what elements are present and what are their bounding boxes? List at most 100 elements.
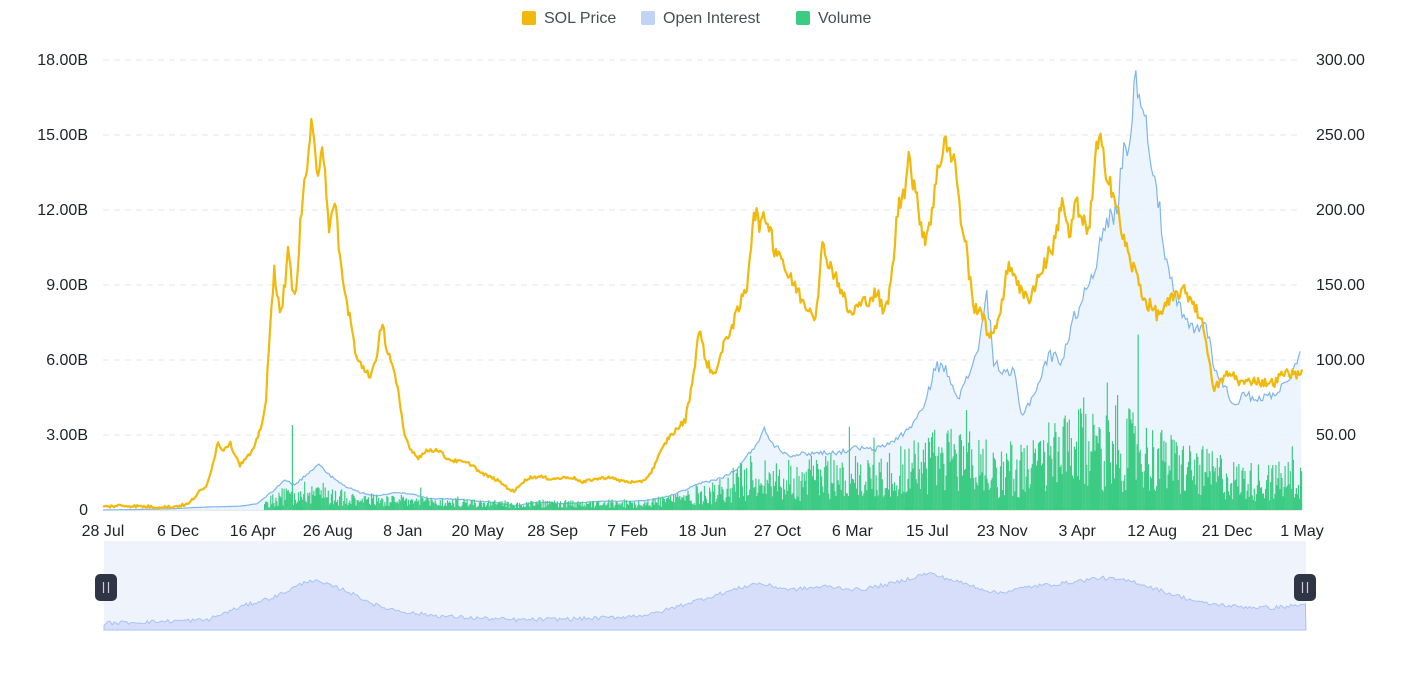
volume-bar (877, 495, 879, 510)
volume-bar (453, 503, 455, 510)
volume-bar (367, 497, 369, 510)
volume-bar (407, 499, 410, 510)
volume-bar (291, 425, 293, 510)
volume-bar (1113, 478, 1116, 510)
volume-bar (661, 496, 663, 510)
volume-bar (287, 489, 289, 510)
volume-bar (1080, 408, 1082, 510)
volume-bar (897, 496, 899, 510)
volume-bar (1102, 491, 1104, 510)
volume-bar (1207, 477, 1209, 510)
volume-bar (1284, 466, 1286, 510)
volume-bar (960, 440, 962, 510)
volume-bar (747, 495, 749, 510)
volume-bar (439, 500, 441, 510)
volume-bar (756, 496, 758, 510)
volume-bar (1124, 474, 1126, 510)
volume-bar (1091, 451, 1093, 510)
range-navigator[interactable] (95, 541, 1316, 631)
volume-bar (344, 491, 346, 510)
navigator-handle-right[interactable] (1294, 574, 1316, 601)
volume-bar (820, 469, 822, 510)
volume-bar (1061, 474, 1063, 510)
volume-bar (934, 429, 936, 510)
volume-bar (442, 506, 444, 510)
legend-item-sol-price[interactable]: SOL Price (522, 10, 616, 27)
volume-bar (1293, 497, 1295, 510)
volume-bar (1201, 449, 1203, 510)
volume-bar (589, 501, 591, 510)
volume-bar (698, 504, 700, 510)
volume-bar (1139, 449, 1141, 510)
volume-bar (790, 465, 792, 510)
handle-body[interactable] (95, 574, 117, 601)
volume-bar (1283, 487, 1285, 510)
volume-bar (936, 485, 938, 510)
y-left-tick-label: 15.00B (37, 127, 88, 144)
volume-bar (622, 506, 624, 510)
legend[interactable]: SOL Price Open Interest Volume (522, 10, 871, 27)
volume-bar (891, 484, 894, 510)
volume-bar (1168, 465, 1170, 510)
volume-bar (525, 506, 527, 510)
volume-bar (411, 499, 413, 510)
volume-bar (579, 501, 581, 510)
volume-bar (1155, 491, 1157, 510)
volume-bar (920, 461, 922, 510)
volume-bar (426, 496, 428, 510)
volume-bar (731, 487, 733, 510)
volume-bar (456, 500, 458, 510)
volume-bar (1100, 448, 1102, 510)
volume-bar (384, 501, 386, 510)
volume-bar (907, 478, 909, 510)
volume-bar (538, 500, 540, 510)
volume-bar (518, 502, 521, 510)
volume-bar (452, 499, 454, 510)
handle-body[interactable] (1294, 574, 1316, 601)
navigator-handle-left[interactable] (95, 574, 117, 601)
volume-bar (740, 464, 743, 510)
volume-bar (268, 507, 270, 510)
volume-bar (672, 501, 674, 510)
volume-bar (532, 501, 534, 510)
volume-bar (1127, 467, 1129, 510)
volume-bar (1287, 461, 1289, 510)
volume-bar (955, 453, 957, 510)
volume-bar (1029, 484, 1031, 510)
volume-bar (776, 491, 778, 510)
volume-bar (507, 502, 509, 510)
volume-bar (1035, 465, 1037, 510)
volume-bar (380, 500, 382, 510)
legend-item-volume[interactable]: Volume (796, 10, 871, 27)
volume-bar (665, 498, 667, 510)
volume-bar (1295, 488, 1297, 510)
volume-bar (480, 502, 483, 510)
volume-bar (996, 487, 998, 510)
volume-bar (423, 501, 425, 510)
volume-bar (882, 496, 884, 510)
volume-bar (1164, 462, 1166, 510)
volume-bar (775, 463, 777, 510)
volume-bar (1208, 453, 1210, 510)
volume-bar (449, 501, 451, 510)
volume-bar (1159, 478, 1161, 510)
volume-bar (961, 475, 963, 510)
x-tick-label: 18 Jun (678, 523, 726, 540)
volume-bar (1123, 480, 1125, 510)
volume-bar (574, 503, 576, 510)
volume-bar (711, 504, 713, 510)
volume-bar (564, 501, 566, 510)
volume-bar (1272, 465, 1274, 510)
volume-bar (833, 460, 835, 510)
volume-bar (598, 500, 600, 510)
volume-bar (884, 488, 886, 510)
volume-bar (500, 504, 502, 510)
volume-bar (1099, 428, 1101, 510)
volume-bar (542, 499, 544, 510)
volume-bar (1063, 418, 1065, 510)
volume-bar (295, 503, 298, 510)
volume-bar (1282, 496, 1284, 510)
legend-item-open-interest[interactable]: Open Interest (641, 10, 761, 27)
volume-bar (1148, 490, 1151, 510)
volume-bar (515, 503, 517, 510)
